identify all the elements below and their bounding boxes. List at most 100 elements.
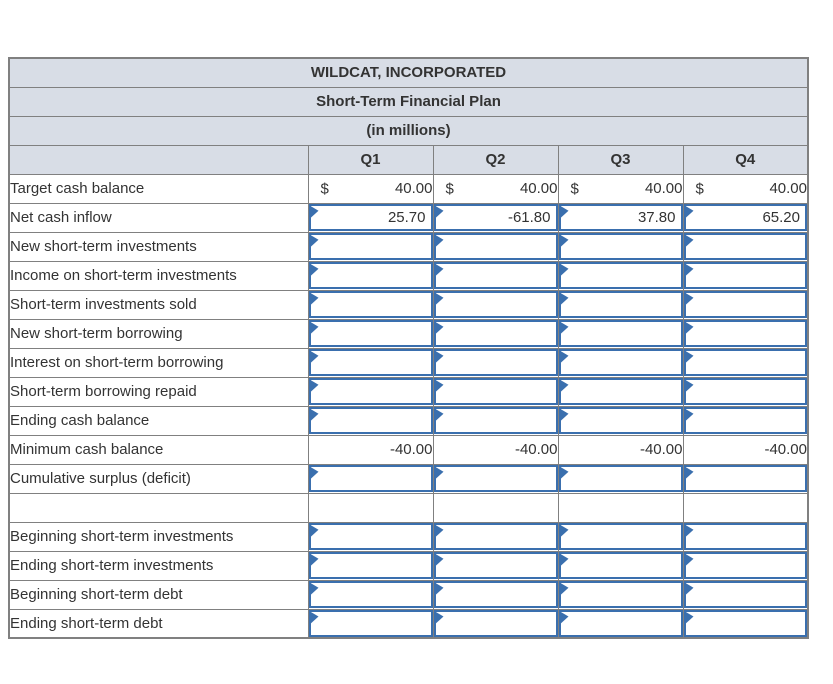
table-title-2: Short-Term Financial Plan	[8, 86, 809, 117]
cell-flag-icon	[435, 409, 444, 421]
row-label: Ending short-term investments	[8, 550, 309, 581]
row-label: New short-term borrowing	[8, 318, 309, 349]
answer-input-cell[interactable]	[309, 320, 432, 347]
input-cell-td	[557, 347, 684, 378]
input-cell-td	[307, 405, 434, 436]
cell-flag-icon	[560, 409, 569, 421]
answer-input-cell[interactable]	[309, 581, 432, 608]
answer-input-cell[interactable]	[309, 610, 432, 637]
answer-input-cell[interactable]	[309, 465, 432, 492]
title-row: Short-Term Financial Plan	[8, 86, 809, 117]
answer-input-cell[interactable]: 65.20	[684, 204, 807, 231]
answer-input-cell[interactable]	[559, 349, 682, 376]
cell-flag-icon	[310, 351, 319, 363]
answer-input-cell[interactable]	[684, 581, 807, 608]
answer-input-cell[interactable]	[434, 523, 557, 550]
table-title-3: (in millions)	[8, 115, 809, 146]
answer-input-cell[interactable]	[684, 465, 807, 492]
cell-value: -40.00	[764, 441, 807, 458]
input-cell-td	[557, 231, 684, 262]
cell-flag-icon	[560, 554, 569, 566]
answer-input-cell[interactable]	[684, 523, 807, 550]
answer-input-cell[interactable]	[559, 262, 682, 289]
answer-input-cell[interactable]	[684, 552, 807, 579]
row-label: Net cash inflow	[8, 202, 309, 233]
answer-input-cell[interactable]	[684, 610, 807, 637]
input-cell-td	[557, 289, 684, 320]
answer-input-cell[interactable]	[434, 581, 557, 608]
financial-plan-table: WILDCAT, INCORPORATED Short-Term Financia…	[8, 57, 809, 639]
answer-input-cell[interactable]	[559, 552, 682, 579]
answer-input-cell[interactable]	[434, 407, 557, 434]
answer-input-cell[interactable]	[434, 378, 557, 405]
currency-symbol: $	[695, 180, 704, 197]
answer-input-cell[interactable]	[559, 320, 682, 347]
table-row: Short-term borrowing repaid	[8, 376, 809, 407]
row-label: New short-term investments	[8, 231, 309, 262]
title-row: WILDCAT, INCORPORATED	[8, 57, 809, 88]
input-cell-td: 25.70	[307, 202, 434, 233]
input-cell-td	[557, 318, 684, 349]
input-cell-td	[682, 376, 809, 407]
input-cell-td	[307, 231, 434, 262]
answer-input-cell[interactable]	[559, 291, 682, 318]
cell-flag-icon	[310, 611, 319, 624]
answer-input-cell[interactable]	[559, 233, 682, 260]
input-cell-td: -61.80	[432, 202, 559, 233]
answer-input-cell[interactable]	[684, 262, 807, 289]
answer-input-cell[interactable]	[309, 291, 432, 318]
table-row: Ending cash balance	[8, 405, 809, 436]
answer-input-cell[interactable]	[434, 233, 557, 260]
col-header-q2: Q2	[432, 144, 559, 175]
answer-input-cell[interactable]	[559, 465, 682, 492]
answer-input-cell[interactable]	[434, 291, 557, 318]
answer-input-cell[interactable]	[684, 407, 807, 434]
col-header-q1: Q1	[307, 144, 434, 175]
cell-flag-icon	[685, 264, 694, 276]
answer-input-cell[interactable]	[559, 378, 682, 405]
cell-flag-icon	[685, 467, 694, 479]
row-label: Cumulative surplus (deficit)	[8, 463, 309, 494]
cell-flag-icon	[310, 293, 319, 305]
input-cell-td	[682, 231, 809, 262]
answer-input-cell[interactable]	[684, 320, 807, 347]
currency-symbol: $	[320, 180, 329, 197]
answer-input-cell[interactable]	[309, 262, 432, 289]
cell-flag-icon	[435, 611, 444, 624]
answer-input-cell[interactable]	[309, 523, 432, 550]
input-cell-td	[307, 521, 434, 552]
answer-input-cell[interactable]	[309, 349, 432, 376]
answer-input-cell[interactable]	[684, 349, 807, 376]
answer-input-cell[interactable]	[309, 552, 432, 579]
answer-input-cell[interactable]	[434, 610, 557, 637]
row-label: Short-term borrowing repaid	[8, 376, 309, 407]
input-cell-td	[307, 260, 434, 291]
cell-flag-icon	[435, 554, 444, 566]
answer-input-cell[interactable]	[559, 523, 682, 550]
table-title-1: WILDCAT, INCORPORATED	[8, 57, 809, 88]
answer-input-cell[interactable]	[434, 465, 557, 492]
static-value-cell: -40.00	[682, 434, 809, 465]
answer-input-cell[interactable]: 37.80	[559, 204, 682, 231]
answer-input-cell[interactable]	[309, 407, 432, 434]
answer-input-cell[interactable]: 25.70	[309, 204, 432, 231]
answer-input-cell[interactable]	[684, 233, 807, 260]
answer-input-cell[interactable]	[684, 291, 807, 318]
row-label: Income on short-term investments	[8, 260, 309, 291]
answer-input-cell[interactable]	[559, 581, 682, 608]
answer-input-cell[interactable]	[309, 378, 432, 405]
cell-flag-icon	[435, 380, 444, 392]
input-cell-td: 37.80	[557, 202, 684, 233]
cell-flag-icon	[310, 380, 319, 392]
answer-input-cell[interactable]	[559, 407, 682, 434]
answer-input-cell[interactable]	[309, 233, 432, 260]
answer-input-cell[interactable]	[684, 378, 807, 405]
answer-input-cell[interactable]: -61.80	[434, 204, 557, 231]
answer-input-cell[interactable]	[559, 610, 682, 637]
answer-input-cell[interactable]	[434, 552, 557, 579]
static-value-cell: $40.00	[682, 173, 809, 204]
answer-input-cell[interactable]	[434, 349, 557, 376]
answer-input-cell[interactable]	[434, 262, 557, 289]
answer-input-cell[interactable]	[434, 320, 557, 347]
row-label: Ending short-term debt	[8, 608, 309, 639]
